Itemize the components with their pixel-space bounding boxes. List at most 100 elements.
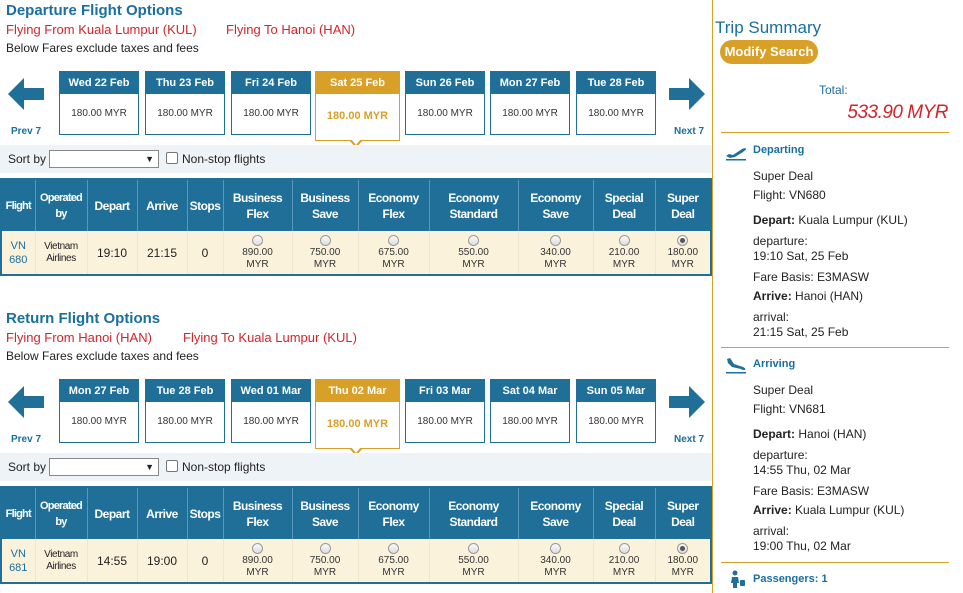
col-economy-save: Economy Save — [518, 487, 594, 539]
fare-radio[interactable] — [319, 234, 331, 246]
date-price: 180.00 MYR — [157, 108, 213, 119]
date-option-0[interactable]: Wed 22 Feb 180.00 MYR — [59, 71, 139, 135]
fare-radio[interactable] — [468, 542, 479, 554]
return-fares-note: Below Fares exclude taxes and fees — [6, 349, 199, 363]
departure-to: Flying To Hanoi (HAN) — [226, 22, 356, 37]
next-arrow-icon[interactable] — [667, 74, 707, 114]
date-price: 180.00 MYR — [417, 108, 473, 119]
col-economy-save: Economy Save — [518, 179, 594, 231]
caret-down-icon: ▼ — [145, 154, 154, 164]
fare-cell-economy-standard[interactable]: 550.00 MYR — [429, 539, 519, 583]
arriving-flight: Flight: VN681 — [753, 402, 826, 416]
fare-cell-super-deal[interactable]: 180.00 MYR — [655, 231, 712, 275]
flight-number[interactable]: VN 680 — [1, 231, 36, 275]
fare-radio[interactable] — [468, 234, 479, 246]
date-label: Sun 05 Mar — [577, 380, 655, 402]
col-economy-flex: Economy Flex — [358, 487, 430, 539]
date-option-6[interactable]: Tue 28 Feb 180.00 MYR — [576, 71, 656, 135]
fare-radio[interactable] — [388, 234, 399, 246]
col-super-deal: Super Deal — [655, 487, 711, 539]
fare-cell-economy-flex[interactable]: 675.00 MYR — [358, 231, 430, 275]
fare-cell-special-deal[interactable]: 210.00 MYR — [593, 539, 656, 583]
date-option-0[interactable]: Mon 27 Feb 180.00 MYR — [59, 379, 139, 443]
fare-radio-selected[interactable] — [677, 542, 689, 554]
fare-cell-super-deal[interactable]: 180.00 MYR — [655, 539, 712, 583]
prev-arrow-icon[interactable] — [6, 74, 46, 114]
col-flight: Flight — [1, 487, 36, 539]
sort-select[interactable]: ▼ — [49, 458, 159, 476]
fare-radio[interactable] — [252, 234, 263, 246]
fare-radio[interactable] — [252, 542, 263, 554]
prev-7-link[interactable]: Prev 7 — [11, 126, 42, 137]
fare-cell-business-save[interactable]: 750.00 MYR — [292, 539, 359, 583]
selected-notch-inner — [351, 139, 361, 145]
departing-fare-basis: Fare Basis: E3MASW — [753, 270, 870, 284]
date-option-1[interactable]: Tue 28 Feb 180.00 MYR — [145, 379, 225, 443]
date-option-selected[interactable]: Sat 25 Feb 180.00 MYR — [315, 71, 400, 148]
fare-radio[interactable] — [550, 234, 561, 246]
date-option-selected[interactable]: Thu 02 Mar 180.00 MYR — [315, 379, 400, 456]
sort-bar: Sort by ▼ Non-stop flights — [0, 453, 712, 481]
col-stops: Stops — [187, 179, 224, 231]
fare-radio[interactable] — [550, 542, 561, 554]
fare-radio[interactable] — [388, 542, 399, 554]
table-row: VN 680 Vietnam Airlines 19:10 21:15 0 890.… — [1, 231, 712, 275]
arriving-arrival-label: arrival: — [753, 524, 790, 538]
departure-title: Departure Flight Options — [6, 2, 183, 19]
stops-count: 0 — [187, 231, 224, 275]
prev-arrow-icon[interactable] — [6, 382, 46, 422]
fare-radio[interactable] — [618, 542, 630, 554]
next-7-link[interactable]: Next 7 — [674, 126, 705, 137]
nonstop-checkbox[interactable] — [166, 152, 178, 164]
selected-notch-inner — [351, 447, 361, 453]
nonstop-checkbox[interactable] — [166, 460, 178, 472]
fare-cell-economy-standard[interactable]: 550.00 MYR — [429, 231, 519, 275]
return-title: Return Flight Options — [6, 310, 161, 327]
col-flight: Flight — [1, 179, 36, 231]
arriving-fare-basis: Fare Basis: E3MASW — [753, 484, 870, 498]
table-header-row: Flight Operated by Depart Arrive Stops Bu… — [1, 179, 711, 231]
date-price: 180.00 MYR — [588, 108, 644, 119]
sort-label: Sort by — [8, 460, 47, 474]
flight-number[interactable]: VN 681 — [1, 539, 36, 583]
next-arrow-icon[interactable] — [667, 382, 707, 422]
fare-cell-business-flex[interactable]: 890.00 MYR — [223, 231, 293, 275]
departure-from: Flying From Kuala Lumpur (KUL) — [6, 22, 197, 37]
prev-7-link[interactable]: Prev 7 — [11, 434, 42, 445]
trip-summary-title: Trip Summary — [715, 18, 822, 37]
date-option-2[interactable]: Fri 24 Feb 180.00 MYR — [231, 71, 311, 135]
date-label: Mon 27 Feb — [60, 380, 138, 402]
col-depart: Depart — [87, 487, 138, 539]
fare-radio[interactable] — [319, 542, 331, 554]
date-price: 180.00 MYR — [243, 416, 299, 427]
date-option-6[interactable]: Sun 05 Mar 180.00 MYR — [576, 379, 656, 443]
next-7-link[interactable]: Next 7 — [674, 434, 705, 445]
date-option-4[interactable]: Fri 03 Mar 180.00 MYR — [405, 379, 485, 443]
divider — [721, 562, 949, 563]
fare-cell-business-save[interactable]: 750.00 MYR — [292, 231, 359, 275]
date-label: Thu 23 Feb — [146, 72, 224, 94]
arriving-arrival-time: 19:00 Thu, 02 Mar — [753, 539, 851, 553]
trip-summary-panel: Trip Summary Modify Search Total: 533.90… — [712, 0, 963, 593]
sort-select[interactable]: ▼ — [49, 150, 159, 168]
date-option-2[interactable]: Wed 01 Mar 180.00 MYR — [231, 379, 311, 443]
date-option-1[interactable]: Thu 23 Feb 180.00 MYR — [145, 71, 225, 135]
date-label: Tue 28 Feb — [577, 72, 655, 94]
fare-radio[interactable] — [618, 234, 630, 246]
fare-cell-economy-flex[interactable]: 675.00 MYR — [358, 539, 430, 583]
date-option-4[interactable]: Sun 26 Feb 180.00 MYR — [405, 71, 485, 135]
fare-radio-selected[interactable] — [677, 234, 689, 246]
col-business-flex: Business Flex — [223, 179, 293, 231]
date-option-5[interactable]: Sat 04 Mar 180.00 MYR — [490, 379, 570, 443]
fare-cell-economy-save[interactable]: 340.00 MYR — [518, 539, 594, 583]
modify-search-button[interactable]: Modify Search — [720, 40, 818, 64]
date-option-5[interactable]: Mon 27 Feb 180.00 MYR — [490, 71, 570, 135]
date-price: 180.00 MYR — [243, 108, 299, 119]
arrive-time: 19:00 — [137, 539, 188, 583]
fare-cell-special-deal[interactable]: 210.00 MYR — [593, 231, 656, 275]
fare-cell-economy-save[interactable]: 340.00 MYR — [518, 231, 594, 275]
nonstop-label: Non-stop flights — [182, 460, 266, 474]
fare-cell-business-flex[interactable]: 890.00 MYR — [223, 539, 293, 583]
col-operated: Operated by — [35, 179, 88, 231]
date-label: Fri 24 Feb — [232, 72, 310, 94]
